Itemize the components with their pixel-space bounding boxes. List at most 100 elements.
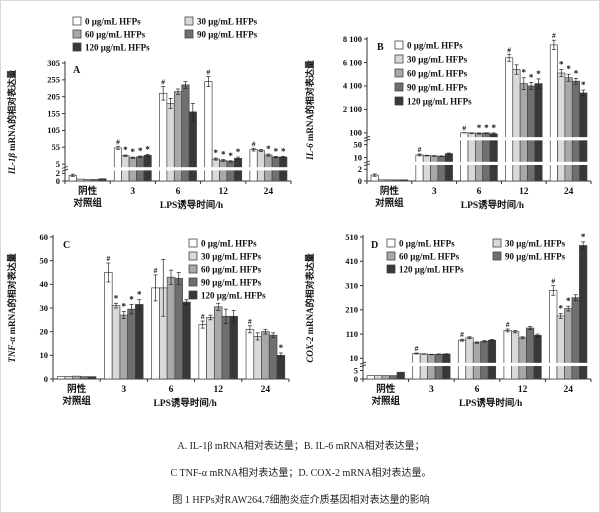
axis-break-mark <box>363 138 371 142</box>
x-category-label: 12 <box>218 187 228 197</box>
bar <box>534 83 543 182</box>
significance-mark: * <box>536 69 541 79</box>
significance-mark: * <box>228 151 233 161</box>
legend-swatch <box>188 251 198 261</box>
bar <box>503 330 512 380</box>
x-category-label: 3 <box>121 385 126 395</box>
significance-mark: * <box>266 144 271 154</box>
bar <box>56 376 66 380</box>
bar <box>261 331 270 380</box>
significance-mark: * <box>574 68 579 78</box>
bar <box>83 179 92 182</box>
y-tick-label: 2 100 <box>343 104 362 114</box>
bar <box>135 304 144 380</box>
bar <box>378 179 387 182</box>
bar <box>98 178 107 182</box>
legend-label: 30 μg/mL HFPs <box>201 252 262 262</box>
x-category-label: 12 <box>519 187 529 197</box>
legend-swatch <box>394 54 404 64</box>
significance-mark: * <box>281 146 286 156</box>
x-category-label: 对照组 <box>375 197 404 209</box>
y-axis-title: IL-6 mRNA的相对表达量 <box>304 60 315 161</box>
x-category-label: 12 <box>213 385 223 395</box>
significance-mark: * <box>131 147 136 157</box>
significance-mark: # <box>161 78 165 87</box>
bar <box>119 314 129 380</box>
bar <box>564 308 573 380</box>
panel-letter: D <box>371 240 378 251</box>
bar <box>80 376 89 380</box>
x-category-label: 对照组 <box>372 395 401 407</box>
significance-mark: * <box>129 294 134 304</box>
y-tick-label: 5 <box>354 365 358 375</box>
y-tick-label: 210 <box>345 305 358 315</box>
bar <box>579 92 588 182</box>
chart-panel-c: 0 10 20 30 40 50 60 阴性 对照组 # * * * * 3 #6 #12 # * 24 C 0 μg/m… <box>3 223 301 425</box>
bar <box>72 375 81 380</box>
bar <box>104 272 113 380</box>
bar <box>571 80 580 182</box>
caption-line-cd: C TNF-α mRNA相对表达量；D. COX-2 mRNA相对表达量。 <box>170 468 432 479</box>
significance-mark: * <box>559 60 564 70</box>
legend-swatch <box>386 238 396 248</box>
bar <box>419 353 429 380</box>
y-tick-label: 0 <box>358 176 362 186</box>
legend-swatch <box>492 251 502 261</box>
legend-swatch <box>188 290 198 300</box>
significance-mark: # <box>507 45 511 54</box>
bar <box>366 375 375 380</box>
significance-mark: * <box>122 302 127 312</box>
significance-mark: # <box>116 138 120 147</box>
bar <box>533 334 542 380</box>
significance-mark: * <box>477 123 482 133</box>
legend-label: 90 μg/mL HFPs <box>407 83 468 93</box>
significance-mark: # <box>415 344 419 353</box>
y-axis-title: IL-1β mRNA的相对表达量 <box>6 70 17 175</box>
x-category-label: 24 <box>261 385 271 395</box>
bar <box>579 245 588 380</box>
legend-swatch <box>492 238 502 248</box>
y-tick-label: 100 <box>349 128 362 138</box>
bar <box>166 276 176 380</box>
bar <box>381 375 390 380</box>
bar <box>374 375 383 380</box>
legend-label: 0 μg/mL HFPs <box>85 17 141 27</box>
y-tick-label: 110 <box>346 329 358 339</box>
bar <box>64 376 74 380</box>
bar <box>219 160 228 182</box>
bar <box>556 315 565 380</box>
significance-mark: # <box>201 312 205 321</box>
bar <box>437 155 446 182</box>
legend-label: 120 μg/mL HFPs <box>407 97 472 107</box>
legend-swatch <box>394 96 404 106</box>
x-category-label: 3 <box>432 187 437 197</box>
panel-letter: B <box>377 42 384 53</box>
y-tick-label: 4 100 <box>343 81 362 91</box>
significance-mark: * <box>558 303 563 313</box>
significance-mark: * <box>566 64 571 74</box>
y-tick-label: 255 <box>47 75 60 85</box>
bar <box>256 150 266 182</box>
bar <box>519 83 528 182</box>
y-tick-label: 10 <box>40 350 49 360</box>
bar <box>226 161 235 182</box>
axis-break-mark <box>61 168 69 172</box>
chart-panel-b: 0 2 10 50 100 2 100 4 100 6 100 8 100 阴性 对照组 #3 # * * *… <box>301 11 599 223</box>
bar <box>525 327 535 380</box>
legend-swatch <box>386 264 396 274</box>
bar <box>527 85 536 182</box>
bar <box>400 179 409 182</box>
significance-mark: * <box>566 296 571 306</box>
y-tick-label: 305 <box>47 58 60 68</box>
bar <box>198 324 207 380</box>
x-category-label: 对照组 <box>73 197 102 209</box>
bar <box>427 354 436 380</box>
axis-break-band <box>367 137 591 141</box>
y-tick-label: 50 <box>354 139 363 149</box>
y-tick-label: 510 <box>345 232 358 242</box>
legend-swatch <box>72 42 82 52</box>
y-tick-label: 0 <box>56 176 60 186</box>
significance-mark: * <box>581 80 586 90</box>
